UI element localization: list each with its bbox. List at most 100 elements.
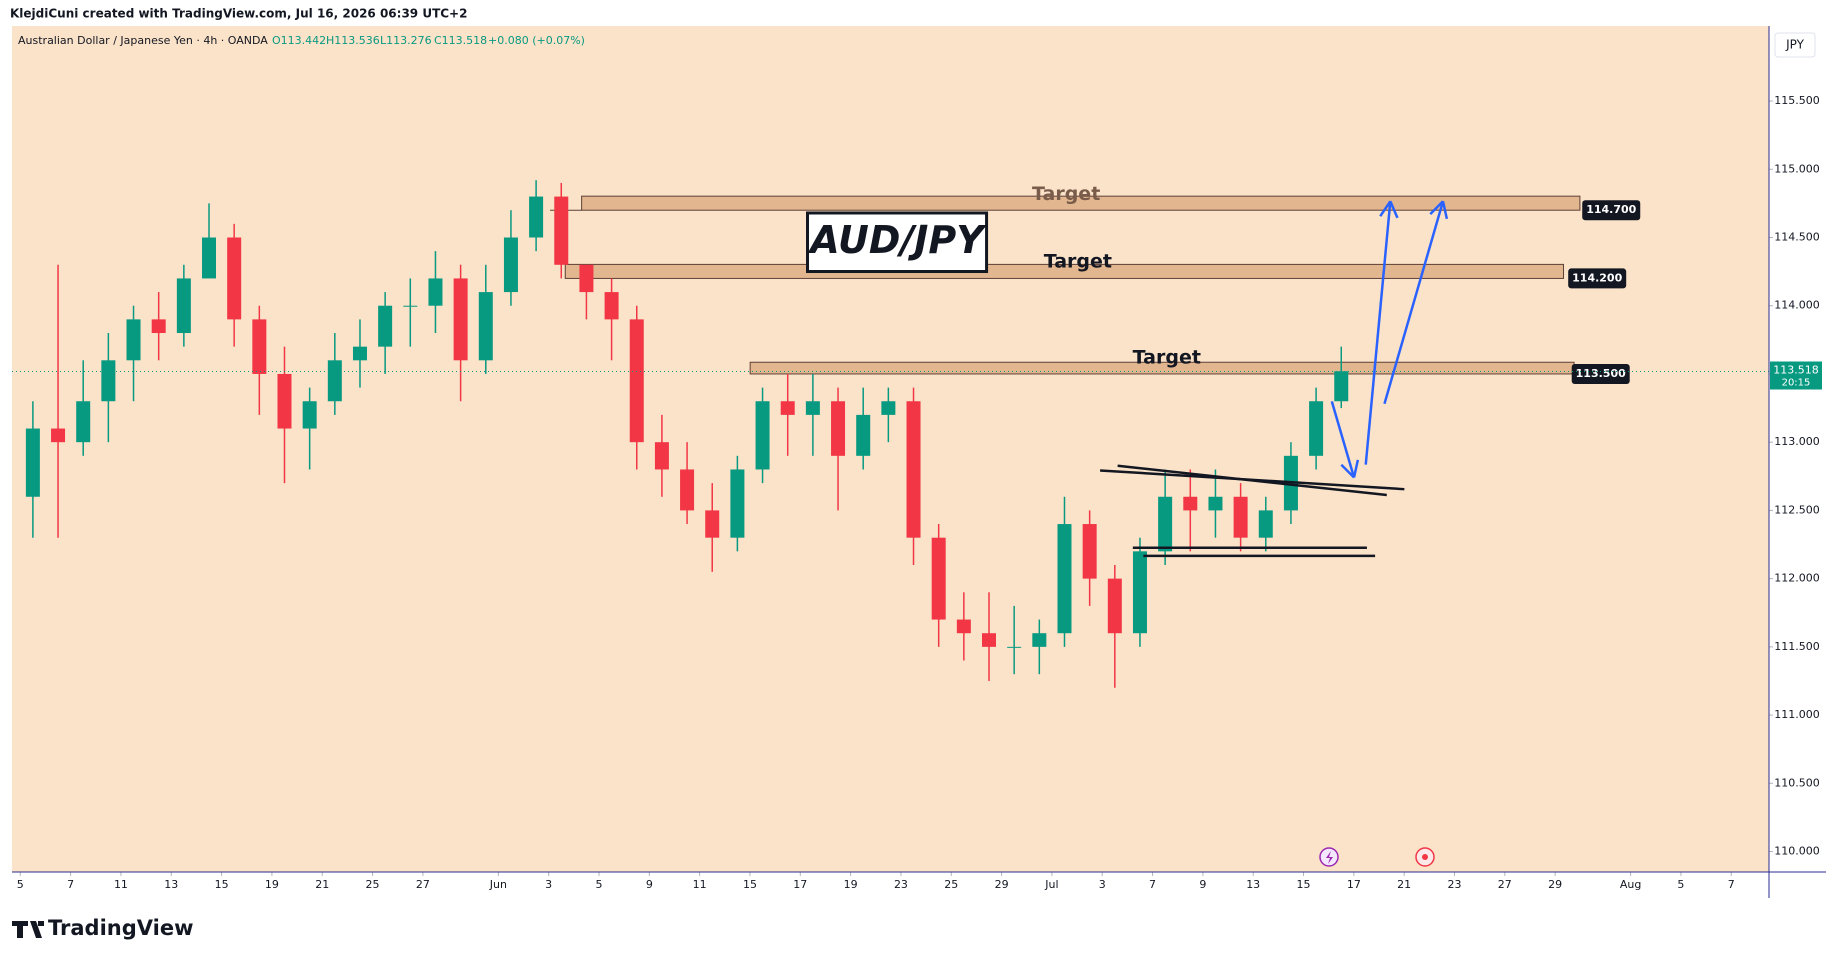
legend-low: L113.276 [380, 34, 432, 47]
candle-body [1183, 496, 1198, 511]
candle-body [252, 319, 267, 374]
arrow-head [1429, 200, 1444, 215]
y-tick-label: 113.000 [1774, 435, 1820, 448]
price-tag-label: 113.500 [1576, 367, 1626, 380]
brand-name: TradingView [48, 916, 193, 940]
event-icons [1319, 847, 1435, 867]
candle-body [654, 442, 669, 470]
candle-body [277, 373, 292, 429]
x-tick-label: 5 [596, 878, 603, 891]
candle-body [881, 401, 896, 415]
candle-body [680, 469, 695, 511]
price-tag-label: 114.700 [1586, 203, 1636, 216]
legend-change: +0.080 (+0.07%) [488, 34, 585, 47]
symbol-name: Australian Dollar / Japanese Yen · 4h · … [18, 34, 268, 47]
price-tag [1571, 363, 1630, 384]
trend-line [1117, 464, 1387, 497]
x-tick-label: 3 [545, 878, 552, 891]
candle-body [1107, 578, 1122, 634]
candle-body [151, 319, 166, 334]
candle-body [982, 633, 997, 647]
candle-body [1132, 551, 1147, 634]
candle-body [428, 278, 443, 306]
x-tick-label: 21 [1397, 878, 1411, 891]
candle-body [730, 469, 745, 538]
icon-glyph [1326, 851, 1333, 864]
candle-body [956, 619, 971, 634]
arrow-shaft [1330, 401, 1356, 478]
candle-body [856, 414, 871, 456]
candle-body [780, 401, 795, 415]
legend-high: H113.536 [326, 34, 380, 47]
candle-body [805, 401, 820, 415]
price-axis-background [1769, 26, 1826, 872]
candle-body [1057, 524, 1072, 634]
x-tick-label: 11 [114, 878, 128, 891]
candle-body [227, 237, 242, 320]
candle-body [101, 360, 116, 402]
y-tick-label: 110.000 [1774, 845, 1820, 858]
x-tick-label: 9 [1199, 878, 1206, 891]
x-tick-label: 27 [416, 878, 430, 891]
candle-body [831, 401, 846, 456]
x-tick-label: 25 [366, 878, 380, 891]
x-tick-label: 23 [1447, 878, 1461, 891]
chart-title: AUD/JPY [807, 218, 987, 262]
x-tick-label: 13 [164, 878, 178, 891]
target-label: Target [1044, 251, 1112, 273]
x-tick-label: 17 [793, 878, 807, 891]
candle-body [202, 237, 217, 279]
candle-body [403, 305, 418, 307]
x-tick-label: 29 [995, 878, 1009, 891]
candle-body [1082, 524, 1097, 579]
candle-body [1158, 496, 1173, 552]
countdown-label: 20:15 [1782, 377, 1811, 388]
x-tick-label: 15 [743, 878, 757, 891]
x-tick-label: 29 [1548, 878, 1562, 891]
x-tick-label: 5 [17, 878, 24, 891]
currency-box [1774, 32, 1816, 58]
y-tick-label: 115.000 [1774, 162, 1820, 175]
legend-close: C113.518 [434, 34, 487, 47]
candle-body [478, 292, 493, 361]
candle-body [554, 196, 569, 265]
candle-body [629, 319, 644, 443]
candle-body [503, 237, 518, 293]
x-tick-label: Jul [1044, 878, 1058, 891]
candle-body [1032, 633, 1047, 647]
candle-body [126, 319, 141, 361]
legend-open: O113.442 [272, 34, 326, 47]
target-label: Target [1032, 183, 1100, 205]
candle-body [755, 401, 770, 470]
candle-body [302, 401, 317, 429]
candle-body [1309, 401, 1324, 456]
plot-background [12, 26, 1769, 872]
x-tick-label: 11 [693, 878, 707, 891]
target-label: Target [1133, 347, 1201, 369]
candle-body [1007, 646, 1022, 648]
arrow-head [1379, 200, 1392, 217]
x-tick-label: 15 [1297, 878, 1311, 891]
candle-body [1258, 510, 1273, 538]
x-tick-label: 19 [844, 878, 858, 891]
candle-body [1334, 371, 1349, 402]
y-tick-label: 115.500 [1774, 94, 1820, 107]
candle-body [378, 305, 393, 347]
candle-body [705, 510, 720, 538]
x-tick-label: 27 [1498, 878, 1512, 891]
candle-body [25, 428, 40, 497]
arrow-head [1441, 201, 1449, 220]
last-price-label: 113.518 [1773, 363, 1819, 376]
logo-mark [12, 921, 44, 938]
x-tick-label: 13 [1246, 878, 1260, 891]
price-tag [1582, 200, 1641, 221]
y-tick-label: 114.000 [1774, 299, 1820, 312]
candle-body [579, 264, 594, 293]
x-tick-label: Jun [489, 878, 507, 891]
x-tick-label: Aug [1620, 878, 1641, 891]
x-tick-label: 5 [1677, 878, 1684, 891]
y-tick-label: 112.500 [1774, 503, 1820, 516]
y-tick-label: 114.500 [1774, 231, 1820, 244]
candle-body [51, 428, 66, 443]
